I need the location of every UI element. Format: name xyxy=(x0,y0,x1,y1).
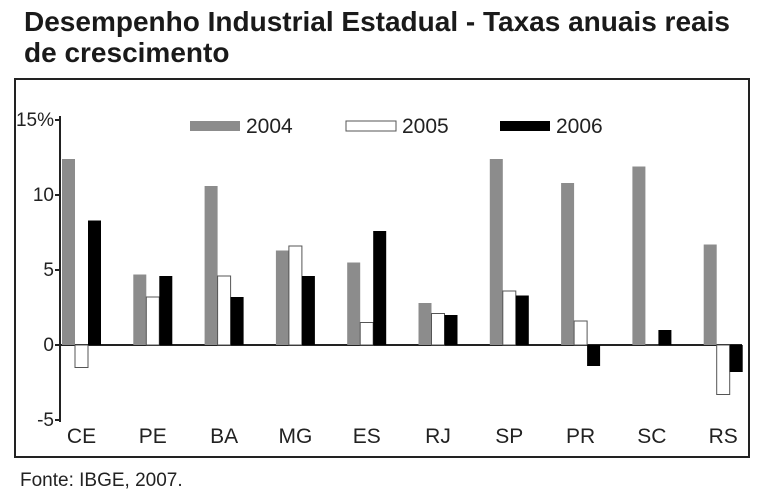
legend-label-2004: 2004 xyxy=(246,115,293,138)
legend-label-2006: 2006 xyxy=(556,115,603,138)
bar-pr-2004 xyxy=(561,183,575,345)
y-tick-label: 0 xyxy=(43,335,54,356)
bar-ba-2005 xyxy=(217,275,232,346)
bar-pe-2004 xyxy=(133,274,147,345)
bar-es-2006 xyxy=(373,231,387,345)
axes-group xyxy=(55,116,742,422)
x-tick-label: SP xyxy=(495,425,523,448)
y-tick-labels: -5 0 5 10 15% xyxy=(16,110,54,431)
bar-sp-2005 xyxy=(502,290,517,346)
chart-title: Desempenho Industrial Estadual - Taxas a… xyxy=(24,6,730,68)
bar-pr-2005 xyxy=(573,320,588,346)
x-tick-label: RJ xyxy=(425,425,451,448)
y-tick-label: 10 xyxy=(33,185,54,206)
bar-ce-2004 xyxy=(62,159,75,345)
legend-swatch-2005 xyxy=(345,120,397,132)
x-tick-label: ES xyxy=(353,425,381,448)
legend-swatch-2004 xyxy=(190,121,240,131)
bar-rj-2005 xyxy=(431,313,445,346)
x-tick-labels: CE PE BA MG ES RJ SP PR SC RS xyxy=(67,425,738,448)
bar-es-2005 xyxy=(359,322,374,346)
y-tick-label: 5 xyxy=(43,260,54,281)
bar-ce-2005 xyxy=(74,344,89,368)
bar-rs-2004 xyxy=(703,244,717,345)
bars-group xyxy=(62,159,743,395)
x-tick-label: SC xyxy=(637,425,666,448)
x-tick-label: PE xyxy=(139,425,167,448)
legend-label-2005: 2005 xyxy=(402,115,449,138)
bar-sp-2006 xyxy=(515,295,529,345)
bar-pe-2006 xyxy=(159,276,173,345)
legend: 2004 2005 2006 xyxy=(190,115,603,138)
y-tick-label: -5 xyxy=(37,410,54,431)
bar-rj-2006 xyxy=(444,315,458,345)
bar-rj-2004 xyxy=(418,303,432,345)
bar-sp-2004 xyxy=(489,159,503,345)
bar-pe-2005 xyxy=(145,296,160,346)
x-tick-label: CE xyxy=(67,425,96,448)
bar-rs-2006 xyxy=(729,345,743,372)
legend-swatch-2006 xyxy=(500,121,550,131)
source-note: Fonte: IBGE, 2007. xyxy=(20,470,183,491)
bar-mg-2004 xyxy=(275,250,289,345)
bar-sc-2006 xyxy=(658,330,672,345)
bar-ba-2004 xyxy=(204,186,218,345)
x-tick-label: BA xyxy=(210,425,238,448)
x-tick-label: MG xyxy=(278,425,312,448)
bar-ce-2006 xyxy=(88,220,101,345)
x-tick-label: RS xyxy=(709,425,738,448)
x-tick-label: PR xyxy=(566,425,595,448)
y-tick-label: 15% xyxy=(16,110,54,131)
bar-rs-2005 xyxy=(716,344,731,395)
bar-es-2004 xyxy=(347,262,361,345)
bar-mg-2005 xyxy=(288,245,303,346)
bar-pr-2006 xyxy=(587,345,601,366)
bar-ba-2006 xyxy=(230,297,244,345)
bar-mg-2006 xyxy=(301,276,315,345)
bar-sc-2004 xyxy=(632,166,646,345)
